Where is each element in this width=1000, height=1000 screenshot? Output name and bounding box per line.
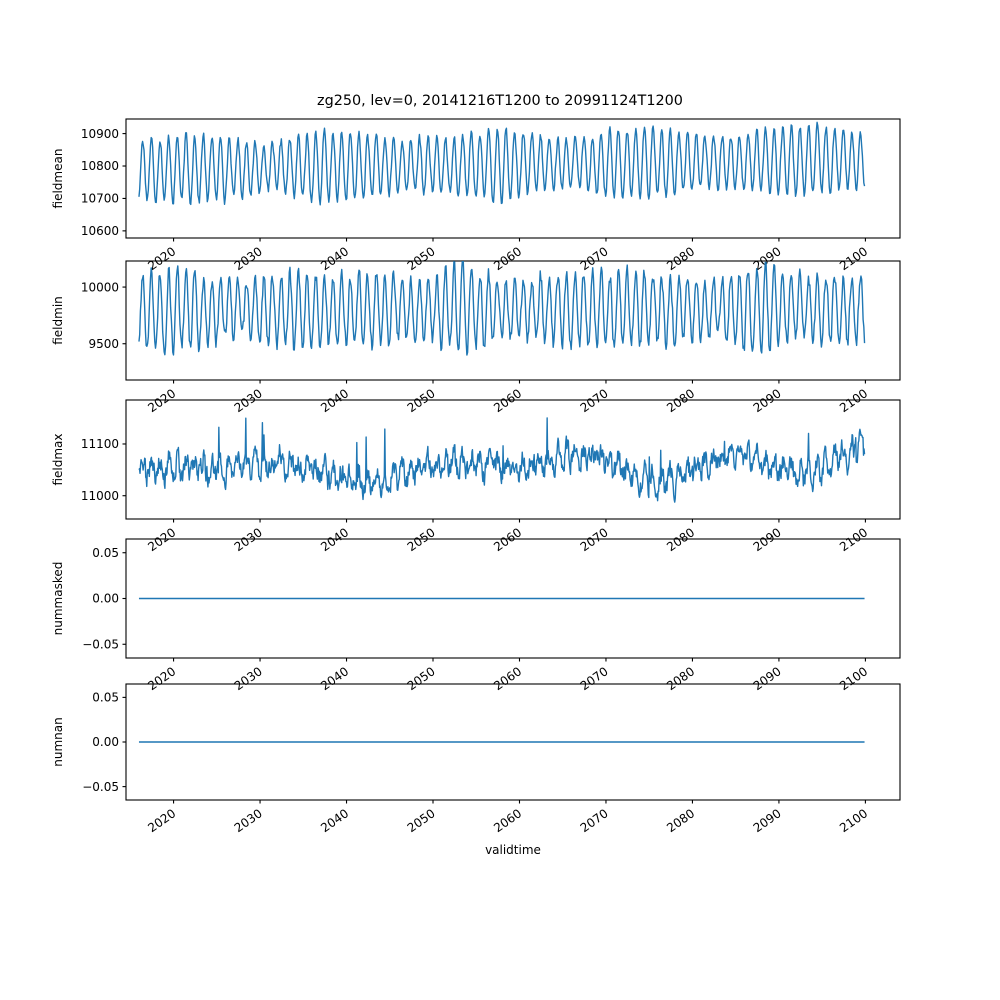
series-fieldmax bbox=[138, 417, 866, 503]
series-fieldmin bbox=[138, 261, 866, 356]
y-tick-label: −0.05 bbox=[82, 637, 119, 651]
y-axis-label-nummasked: nummasked bbox=[51, 562, 65, 636]
y-tick-label: 10600 bbox=[81, 224, 119, 238]
y-tick-label: 10700 bbox=[81, 192, 119, 206]
y-tick-label: 0.05 bbox=[92, 546, 119, 560]
axes-spines bbox=[125, 260, 901, 381]
y-tick-label: 9500 bbox=[88, 337, 119, 351]
y-axis-label-fieldmax: fieldmax bbox=[51, 433, 65, 485]
y-tick-label: 0.00 bbox=[92, 735, 119, 749]
y-tick-label: 10900 bbox=[81, 127, 119, 141]
axes-spines bbox=[125, 118, 901, 239]
y-tick-label: −0.05 bbox=[82, 780, 119, 794]
y-tick-label: 10000 bbox=[81, 280, 119, 294]
x-axis-label: validtime bbox=[485, 843, 541, 857]
series-fieldmean bbox=[138, 121, 866, 206]
y-tick-label: 0.05 bbox=[92, 691, 119, 705]
y-axis-label-fieldmin: fieldmin bbox=[51, 296, 65, 345]
y-tick-label: 11100 bbox=[81, 437, 119, 451]
y-tick-label: 0.00 bbox=[92, 592, 119, 606]
y-tick-label: 10800 bbox=[81, 159, 119, 173]
y-tick-label: 11000 bbox=[81, 489, 119, 503]
y-axis-label-fieldmean: fieldmean bbox=[51, 149, 65, 209]
y-axis-label-numnan: numnan bbox=[51, 717, 65, 766]
figure-title: zg250, lev=0, 20141216T1200 to 20991124T… bbox=[317, 93, 683, 109]
axes-spines bbox=[125, 399, 901, 520]
